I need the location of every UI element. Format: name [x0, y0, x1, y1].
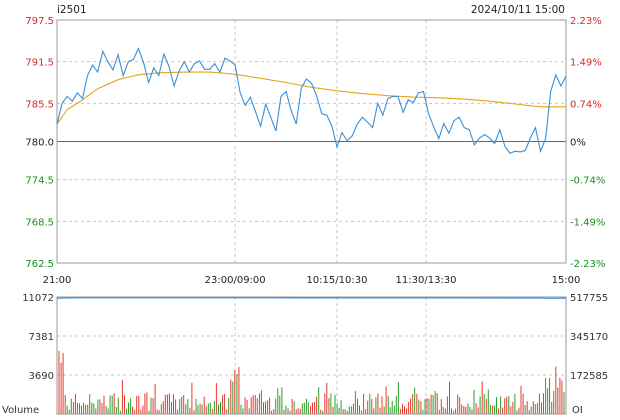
pct-tick-label: 1.49%: [570, 58, 602, 69]
pct-tick-label: 2.23%: [570, 16, 602, 27]
datetime-label: 2024/10/11 15:00: [471, 4, 565, 16]
price-tick-label: 774.5: [25, 176, 54, 187]
volume-label: Volume: [2, 405, 39, 416]
symbol-label: i2501: [57, 4, 87, 16]
pct-tick-label: 0%: [570, 138, 586, 149]
time-tick-label: 23:00/09:00: [205, 275, 266, 286]
volume-tick-label: 7381: [29, 332, 54, 343]
time-tick-label: 21:00: [43, 275, 72, 286]
time-tick-label: 11:30/13:30: [396, 275, 457, 286]
price-tick-label: 762.5: [25, 259, 54, 270]
pct-tick-label: 0.74%: [570, 99, 602, 110]
price-tick-label: 780.0: [25, 138, 54, 149]
oi-tick-label: 172585: [570, 371, 608, 382]
oi-label: OI: [572, 405, 583, 416]
pct-tick-label: -2.23%: [570, 259, 605, 270]
pct-tick-label: -1.49%: [570, 217, 605, 228]
time-tick-label: 10:15/10:30: [306, 275, 367, 286]
time-tick-label: 15:00: [552, 275, 581, 286]
price-tick-label: 791.5: [25, 58, 54, 69]
volume-panel-frame: [56, 296, 567, 415]
price-tick-label: 797.5: [25, 16, 54, 27]
volume-tick-label: 3690: [29, 371, 54, 382]
average-price-line: [56, 71, 566, 125]
volume-tick-label: 11072: [22, 293, 54, 304]
oi-tick-label: 345170: [570, 332, 608, 343]
pct-tick-label: -0.74%: [570, 176, 605, 187]
open-interest-line: [56, 297, 567, 299]
price-tick-label: 768.5: [25, 217, 54, 228]
price-line: [56, 47, 567, 154]
price-tick-label: 785.5: [25, 99, 54, 110]
price-panel-frame: [56, 19, 567, 264]
oi-tick-label: 517755: [570, 293, 608, 304]
